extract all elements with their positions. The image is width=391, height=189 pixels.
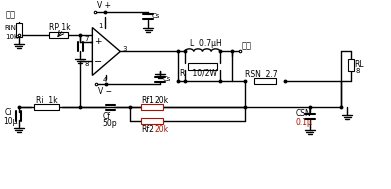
Text: V −: V − (98, 87, 112, 96)
Bar (348, 60, 355, 71)
Text: Cs: Cs (163, 76, 172, 82)
Text: RL: RL (355, 60, 364, 69)
Text: −: − (94, 57, 102, 67)
Text: L  0.7μH: L 0.7μH (190, 39, 222, 48)
Bar (141, 104, 163, 110)
Text: 1: 1 (98, 22, 103, 29)
Text: CSN: CSN (296, 109, 311, 118)
Text: 10μ: 10μ (4, 117, 18, 126)
Text: Cs: Cs (151, 13, 160, 19)
Text: 3: 3 (122, 46, 127, 53)
Text: 20k: 20k (154, 125, 168, 134)
Text: Ci: Ci (5, 108, 12, 117)
Bar (16, 22, 22, 36)
Text: 4: 4 (102, 77, 107, 83)
Text: 0.1μ: 0.1μ (296, 118, 312, 127)
Text: Rf1: Rf1 (141, 96, 154, 105)
Text: V +: V + (97, 1, 111, 10)
Text: R   10/2W: R 10/2W (180, 69, 217, 78)
Text: 8: 8 (355, 68, 360, 74)
Bar (141, 118, 163, 124)
Text: 输出: 输出 (242, 41, 252, 50)
Text: 输入: 输入 (5, 10, 16, 19)
Text: +: + (94, 37, 102, 46)
Text: RIN: RIN (5, 25, 17, 31)
Text: Rf2: Rf2 (141, 125, 154, 134)
Text: Ri  1k: Ri 1k (36, 96, 57, 105)
Bar (188, 63, 217, 70)
Bar (34, 104, 59, 110)
Text: RP 1k: RP 1k (48, 23, 70, 32)
Text: RSN  2.7: RSN 2.7 (245, 70, 278, 79)
Text: 7: 7 (84, 36, 89, 42)
Text: 20k: 20k (154, 96, 168, 105)
Text: Cf: Cf (102, 112, 110, 121)
Text: 50p: 50p (102, 119, 117, 128)
Text: 10k: 10k (5, 33, 19, 40)
Bar (254, 78, 276, 84)
Bar (48, 32, 68, 38)
Text: 8: 8 (84, 61, 89, 67)
